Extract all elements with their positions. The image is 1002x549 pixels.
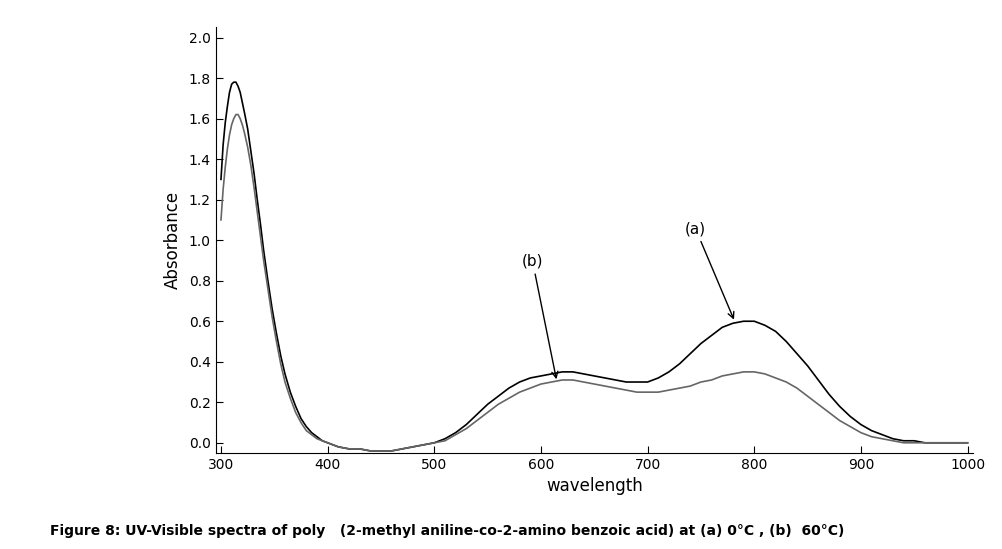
Text: (b): (b) bbox=[521, 254, 557, 378]
Text: (a): (a) bbox=[684, 221, 733, 318]
X-axis label: wavelength: wavelength bbox=[545, 477, 642, 495]
Text: Figure 8: UV-Visible spectra of poly   (2-methyl aniline-co-2-amino benzoic acid: Figure 8: UV-Visible spectra of poly (2-… bbox=[50, 524, 844, 538]
Y-axis label: Absorbance: Absorbance bbox=[163, 191, 181, 289]
